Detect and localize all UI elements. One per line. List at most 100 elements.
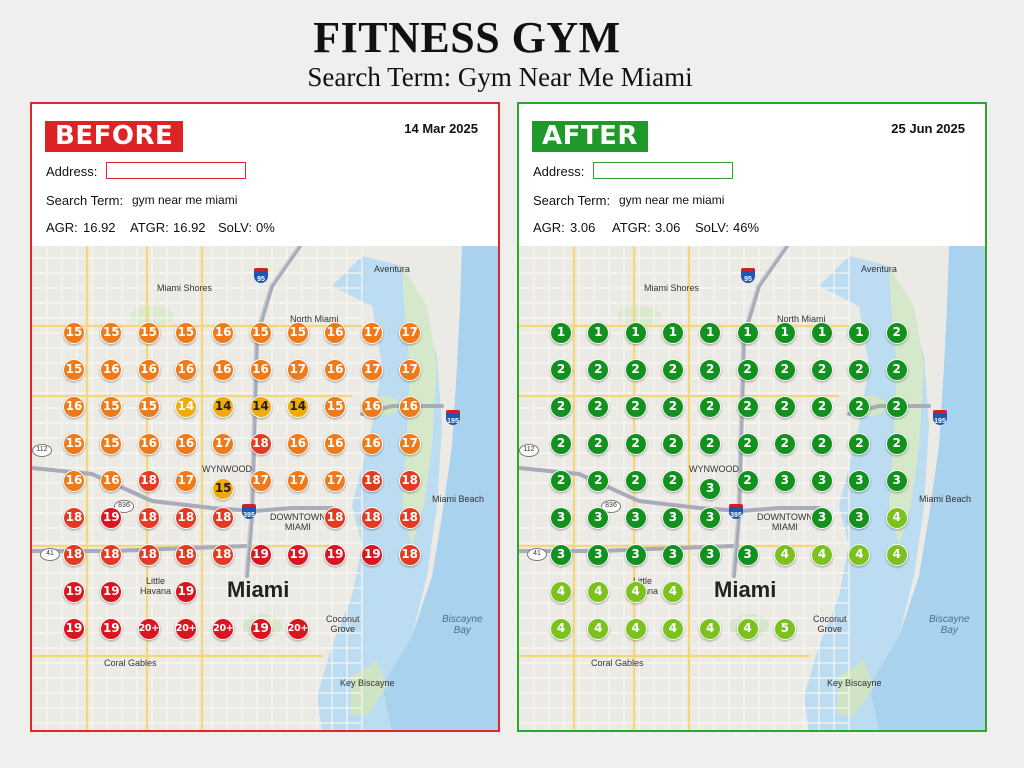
rank-pin[interactable]: 4 (736, 618, 759, 640)
rank-pin[interactable]: 16 (286, 433, 309, 455)
rank-pin[interactable]: 1 (736, 322, 759, 344)
rank-pin[interactable]: 16 (63, 470, 85, 492)
rank-pin[interactable]: 17 (174, 470, 197, 492)
after-map[interactable]: Miami Shores Aventura North Miami WYNWOOD DO… (519, 246, 985, 730)
address-field[interactable] (106, 162, 246, 179)
rank-pin[interactable]: 1 (661, 322, 684, 344)
rank-pin[interactable]: 1 (811, 322, 834, 344)
rank-pin[interactable]: 3 (699, 544, 722, 566)
rank-pin[interactable]: 16 (324, 322, 347, 344)
rank-pin[interactable]: 1 (587, 322, 610, 344)
rank-pin[interactable]: 18 (398, 507, 421, 529)
rank-pin[interactable]: 1 (550, 322, 572, 344)
rank-pin[interactable]: 2 (661, 396, 684, 418)
rank-pin[interactable]: 19 (63, 581, 85, 603)
rank-pin[interactable]: 18 (63, 544, 85, 566)
rank-pin[interactable]: 18 (137, 507, 160, 529)
rank-pin[interactable]: 16 (324, 433, 347, 455)
rank-pin[interactable]: 15 (100, 433, 123, 455)
rank-pin[interactable]: 2 (550, 433, 572, 455)
rank-pin[interactable]: 1 (848, 322, 871, 344)
rank-pin[interactable]: 17 (324, 470, 347, 492)
rank-pin[interactable]: 14 (174, 396, 197, 418)
rank-pin[interactable]: 18 (137, 470, 160, 492)
rank-pin[interactable]: 3 (699, 478, 722, 500)
rank-pin[interactable]: 17 (398, 433, 421, 455)
rank-pin[interactable]: 16 (212, 359, 235, 381)
rank-pin[interactable]: 2 (773, 359, 796, 381)
rank-pin[interactable]: 2 (736, 396, 759, 418)
rank-pin[interactable]: 16 (249, 359, 272, 381)
rank-pin[interactable]: 2 (661, 359, 684, 381)
rank-pin[interactable]: 2 (885, 359, 908, 381)
rank-pin[interactable]: 19 (249, 618, 272, 640)
rank-pin[interactable]: 15 (100, 322, 123, 344)
rank-pin[interactable]: 20+ (137, 618, 160, 640)
rank-pin[interactable]: 20+ (286, 618, 309, 640)
rank-pin[interactable]: 14 (212, 396, 235, 418)
rank-pin[interactable]: 15 (174, 322, 197, 344)
rank-pin[interactable]: 15 (63, 322, 85, 344)
rank-pin[interactable]: 17 (212, 433, 235, 455)
rank-pin[interactable]: 2 (699, 433, 722, 455)
rank-pin[interactable]: 18 (398, 470, 421, 492)
rank-pin[interactable]: 18 (398, 544, 421, 566)
rank-pin[interactable]: 16 (137, 359, 160, 381)
rank-pin[interactable]: 15 (249, 322, 272, 344)
rank-pin[interactable]: 16 (361, 396, 384, 418)
rank-pin[interactable]: 2 (587, 396, 610, 418)
rank-pin[interactable]: 4 (587, 581, 610, 603)
rank-pin[interactable]: 4 (773, 544, 796, 566)
rank-pin[interactable]: 18 (324, 507, 347, 529)
rank-pin[interactable]: 2 (811, 433, 834, 455)
rank-pin[interactable]: 15 (324, 396, 347, 418)
rank-pin[interactable]: 2 (587, 470, 610, 492)
rank-pin[interactable]: 14 (286, 396, 309, 418)
rank-pin[interactable]: 2 (848, 396, 871, 418)
rank-pin[interactable]: 15 (212, 478, 235, 500)
rank-pin[interactable]: 2 (587, 433, 610, 455)
rank-pin[interactable]: 17 (286, 359, 309, 381)
rank-pin[interactable]: 2 (885, 396, 908, 418)
rank-pin[interactable]: 3 (736, 544, 759, 566)
rank-pin[interactable]: 4 (550, 581, 572, 603)
rank-pin[interactable]: 4 (699, 618, 722, 640)
rank-pin[interactable]: 17 (398, 359, 421, 381)
rank-pin[interactable]: 15 (100, 396, 123, 418)
rank-pin[interactable]: 2 (885, 322, 908, 344)
rank-pin[interactable]: 4 (661, 581, 684, 603)
rank-pin[interactable]: 16 (100, 470, 123, 492)
rank-pin[interactable]: 3 (624, 507, 647, 529)
rank-pin[interactable]: 3 (699, 507, 722, 529)
rank-pin[interactable]: 5 (773, 618, 796, 640)
rank-pin[interactable]: 1 (624, 322, 647, 344)
rank-pin[interactable]: 19 (249, 544, 272, 566)
rank-pin[interactable]: 2 (699, 396, 722, 418)
rank-pin[interactable]: 17 (249, 470, 272, 492)
rank-pin[interactable]: 19 (174, 581, 197, 603)
rank-pin[interactable]: 20+ (174, 618, 197, 640)
rank-pin[interactable]: 19 (324, 544, 347, 566)
rank-pin[interactable]: 2 (624, 433, 647, 455)
rank-pin[interactable]: 19 (286, 544, 309, 566)
rank-pin[interactable]: 2 (661, 470, 684, 492)
rank-pin[interactable]: 19 (100, 507, 123, 529)
rank-pin[interactable]: 2 (550, 396, 572, 418)
rank-pin[interactable]: 16 (63, 396, 85, 418)
rank-pin[interactable]: 17 (286, 470, 309, 492)
rank-pin[interactable]: 19 (63, 618, 85, 640)
rank-pin[interactable]: 2 (885, 433, 908, 455)
rank-pin[interactable]: 3 (848, 470, 871, 492)
rank-pin[interactable]: 2 (811, 396, 834, 418)
rank-pin[interactable]: 2 (773, 433, 796, 455)
rank-pin[interactable]: 19 (100, 581, 123, 603)
rank-pin[interactable]: 16 (361, 433, 384, 455)
rank-pin[interactable]: 15 (137, 396, 160, 418)
rank-pin[interactable]: 19 (100, 618, 123, 640)
rank-pin[interactable]: 20+ (212, 618, 235, 640)
rank-pin[interactable]: 18 (63, 507, 85, 529)
rank-pin[interactable]: 4 (885, 544, 908, 566)
rank-pin[interactable]: 18 (174, 507, 197, 529)
rank-pin[interactable]: 16 (174, 433, 197, 455)
rank-pin[interactable]: 3 (848, 507, 871, 529)
